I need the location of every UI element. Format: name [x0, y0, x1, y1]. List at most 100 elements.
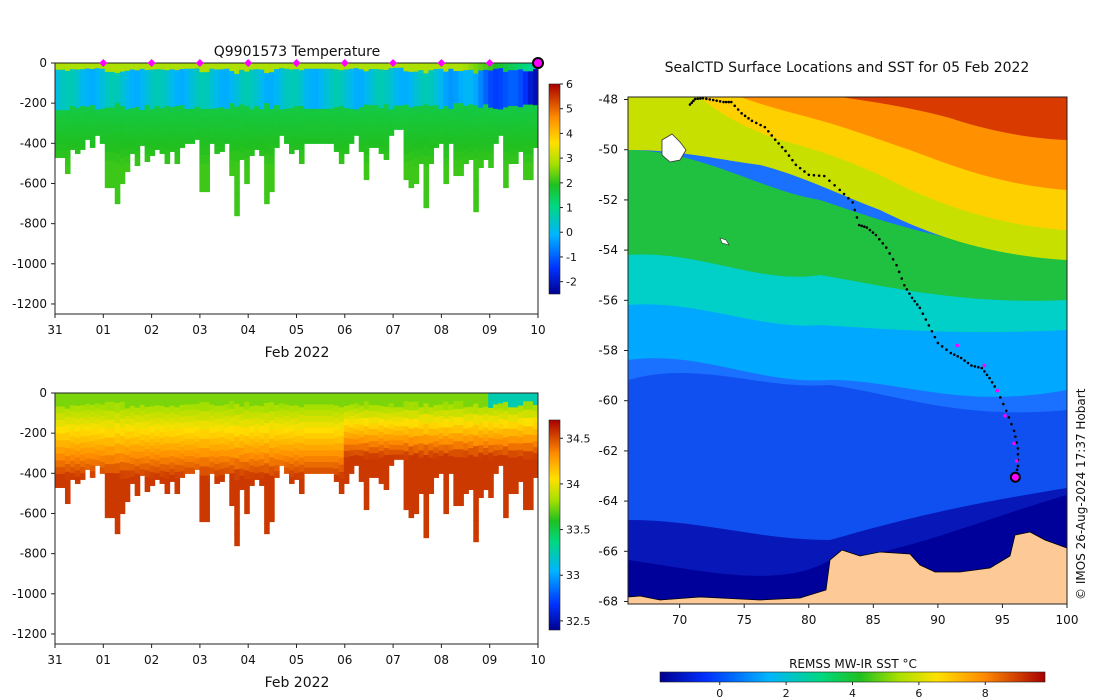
temperature-cell [328, 91, 335, 99]
salinity-cell [69, 454, 76, 462]
salinity-cell [159, 476, 166, 484]
salinity-cell [55, 440, 61, 448]
temperature-cell [518, 145, 524, 152]
salinity-cell [413, 436, 420, 446]
salinity-cell [338, 471, 345, 480]
temperature-cell [55, 150, 61, 158]
temperature-cell [353, 130, 360, 136]
salinity-cell [363, 484, 370, 494]
salinity-cell [328, 393, 335, 400]
temperature-cell [418, 141, 425, 150]
salinity-cell [114, 433, 121, 444]
temperature-cell [523, 121, 529, 131]
salinity-cell [269, 475, 275, 486]
temperature-cell [343, 69, 350, 77]
salinity-cell [368, 417, 375, 424]
salinity-cell [403, 484, 410, 494]
temperature-cell [74, 133, 81, 142]
temperature-cell [408, 143, 415, 153]
salinity-cell [294, 423, 300, 431]
temperature-cell [134, 121, 141, 130]
salinity-cell [55, 393, 61, 401]
salinity-cell [368, 429, 375, 436]
salinity-cell [378, 399, 385, 407]
salinity-cell [433, 411, 440, 418]
salinity-cell [323, 410, 330, 417]
temperature-cell [289, 63, 295, 71]
temperature-cell [84, 112, 91, 119]
salinity-cell [89, 447, 96, 454]
salinity-cell [438, 438, 444, 446]
temperature-cell [373, 69, 380, 76]
temperature-cell [55, 116, 61, 125]
salinity-cell [353, 429, 360, 435]
salinity-cell [214, 451, 220, 459]
track-point [718, 100, 722, 103]
track-point [787, 154, 791, 157]
track-point [862, 225, 866, 228]
salinity-cell [269, 393, 275, 403]
salinity-cell [438, 393, 444, 400]
salinity-cell [219, 393, 225, 400]
salinity-cell [94, 454, 101, 461]
salinity-cell [209, 444, 215, 451]
track-point [754, 121, 758, 125]
temperature-cell [134, 77, 141, 86]
temperature-cell [483, 104, 489, 112]
temperature-cell [383, 69, 390, 78]
temperature-cell [209, 68, 215, 76]
temperature-cell [493, 74, 499, 81]
day-marker [99, 59, 108, 67]
salinity-cell [269, 420, 275, 431]
salinity-cell [308, 415, 315, 423]
seal-final-position-marker [1009, 471, 1021, 483]
salinity-cell [119, 401, 126, 411]
salinity-cell [303, 415, 310, 423]
salinity-cell [353, 393, 360, 399]
temperature-cell [333, 100, 340, 108]
salinity-cell [244, 444, 250, 454]
salinity-cell [194, 398, 201, 405]
temperature-cell [423, 83, 430, 95]
salinity-cell [274, 471, 280, 478]
temperature-cell [149, 102, 156, 110]
temperature-cell [478, 77, 484, 86]
temperature-panel: Q9901573 Temperature 0-200-400-600-800-1… [12, 44, 577, 361]
temperature-cell [333, 81, 340, 89]
salinity-cell [343, 470, 350, 478]
temperature-cell [244, 63, 250, 73]
salinity-cell [144, 393, 151, 401]
salinity-cell [119, 496, 126, 506]
track-point [773, 138, 777, 141]
salinity-cell [229, 465, 235, 474]
salinity-cell [478, 489, 484, 499]
temperature-cell [289, 75, 295, 83]
salinity-cell [55, 399, 61, 408]
salinity-cell [74, 444, 81, 452]
temperature-cell [114, 133, 121, 144]
temperature-cell [393, 119, 400, 126]
temperature-cell [279, 104, 285, 111]
track-point [708, 98, 712, 101]
salinity-cell [94, 413, 101, 420]
temperature-cell [109, 98, 116, 109]
temperature-cell [204, 163, 210, 174]
salinity-cell [398, 440, 405, 446]
salinity-cell [99, 410, 106, 417]
salinity-cell [468, 482, 474, 490]
salinity-cell [219, 468, 225, 476]
temperature-cell [199, 90, 205, 101]
salinity-cell [458, 433, 464, 442]
salinity-cell [234, 458, 240, 470]
salinity-cell [348, 421, 355, 429]
track-point [791, 158, 794, 162]
temperature-cell [308, 80, 315, 87]
colorbar-tick-label: 33 [566, 569, 580, 582]
temperature-cell [189, 97, 196, 104]
track-point [897, 270, 901, 274]
salinity-cell [313, 456, 320, 463]
temperature-cell [413, 131, 420, 142]
salinity-cell [249, 419, 255, 427]
temperature-cell [353, 114, 360, 121]
temperature-cell [64, 63, 71, 72]
